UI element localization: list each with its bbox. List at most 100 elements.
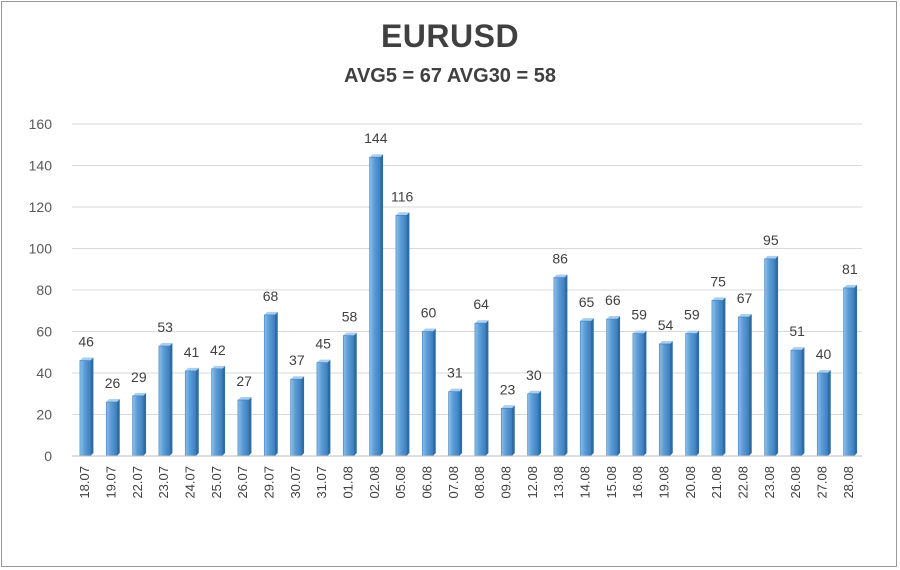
bar-top: [290, 376, 305, 380]
bar-30.07: [290, 376, 305, 457]
bar-16.08: [632, 330, 647, 457]
bar-05.08: [395, 212, 410, 457]
bar-01.08: [342, 332, 357, 457]
chart-title: EURUSD: [380, 18, 520, 54]
bar-front: [211, 368, 223, 457]
x-tick-label: 28.08: [841, 466, 856, 499]
data-label: 81: [842, 261, 858, 277]
data-label: 64: [473, 296, 489, 312]
data-label: 30: [526, 367, 542, 383]
data-label: 66: [605, 292, 621, 308]
bar-front: [79, 360, 91, 457]
bar-29.07: [263, 311, 278, 457]
data-label: 46: [78, 334, 94, 350]
bar-front: [448, 391, 460, 457]
bar-28.08: [843, 284, 858, 457]
bar-front: [421, 331, 434, 457]
bar-front: [843, 287, 855, 457]
x-tick-label: 07.08: [446, 466, 461, 499]
data-label: 51: [789, 323, 805, 339]
bar-side: [195, 367, 199, 456]
bar-top: [448, 388, 463, 392]
bar-top: [369, 154, 384, 158]
data-label: 58: [342, 309, 358, 325]
bar-top: [106, 399, 120, 403]
bar-side: [564, 274, 568, 456]
bar-side: [511, 405, 515, 456]
data-label: 54: [658, 317, 674, 333]
bar-08.08: [474, 320, 489, 457]
bar-side: [143, 392, 147, 456]
x-tick-label: 31.07: [314, 466, 329, 499]
bar-side: [538, 390, 542, 456]
bar-top: [501, 405, 515, 409]
x-tick-label: 25.07: [209, 466, 224, 499]
bar-26.07: [237, 396, 252, 457]
bar-top: [79, 357, 94, 361]
bar-front: [816, 372, 829, 457]
bar-side: [353, 332, 357, 456]
bar-front: [395, 215, 407, 457]
x-tick-label: 24.07: [183, 466, 198, 499]
bar-front: [369, 156, 381, 457]
bar-side: [696, 330, 700, 456]
x-tick-label: 18.07: [77, 466, 92, 499]
bar-top: [395, 212, 410, 216]
bar-top: [422, 328, 436, 332]
x-tick-label: 26.08: [788, 466, 803, 499]
bar-front: [711, 300, 723, 457]
bar-side: [590, 318, 594, 456]
bar-top: [580, 318, 594, 322]
x-axis: 18.07 19.07 22.07 23.07 24.07 25.07 26.07 29.07…: [72, 455, 862, 499]
data-label: 45: [315, 336, 331, 352]
bar-side: [643, 330, 647, 456]
x-tick-label: 14.08: [578, 466, 593, 499]
bar-side: [169, 343, 173, 456]
bar-13.08: [553, 274, 568, 457]
x-tick-label: 13.08: [551, 466, 566, 499]
bar-side: [380, 154, 384, 456]
bar-top: [185, 367, 199, 371]
x-tick-label: 27.08: [815, 466, 830, 499]
data-label: 26: [105, 375, 121, 391]
data-label: 65: [579, 294, 595, 310]
data-label: 27: [236, 373, 252, 389]
data-label: 53: [157, 319, 173, 335]
bar-side: [854, 284, 858, 456]
bar-22.08: [737, 313, 752, 457]
x-tick-label: 29.07: [262, 466, 277, 499]
bar-side: [327, 359, 331, 456]
bar-22.07: [132, 392, 147, 457]
bar-06.08: [421, 328, 436, 457]
y-tick-label: 160: [29, 116, 53, 132]
bar-top: [632, 330, 647, 334]
bar-side: [801, 347, 805, 456]
bar-front: [658, 343, 671, 457]
x-tick-label: 12.08: [525, 466, 540, 499]
data-label: 95: [763, 232, 779, 248]
bar-top: [343, 332, 357, 336]
bar-side: [485, 320, 489, 456]
data-label: 60: [421, 305, 437, 321]
bar-top: [527, 390, 542, 394]
bar-15.08: [606, 316, 621, 457]
y-tick-label: 60: [36, 324, 52, 340]
x-tick-label: 16.08: [630, 466, 645, 499]
bar-09.08: [500, 405, 515, 457]
x-tick-label: 22.08: [736, 466, 751, 499]
x-tick-label: 26.07: [235, 466, 250, 499]
bar-side: [432, 328, 436, 456]
bar-side: [775, 255, 779, 456]
data-label: 42: [210, 342, 226, 358]
bar-top: [764, 255, 779, 259]
data-label: 37: [289, 352, 305, 368]
bar-07.08: [448, 388, 463, 457]
bar-top: [237, 396, 252, 400]
bar-front: [685, 333, 697, 457]
bar-23.07: [158, 343, 173, 457]
x-tick-label: 23.07: [156, 466, 171, 499]
y-tick-label: 0: [44, 448, 52, 464]
bar-front: [764, 258, 776, 457]
